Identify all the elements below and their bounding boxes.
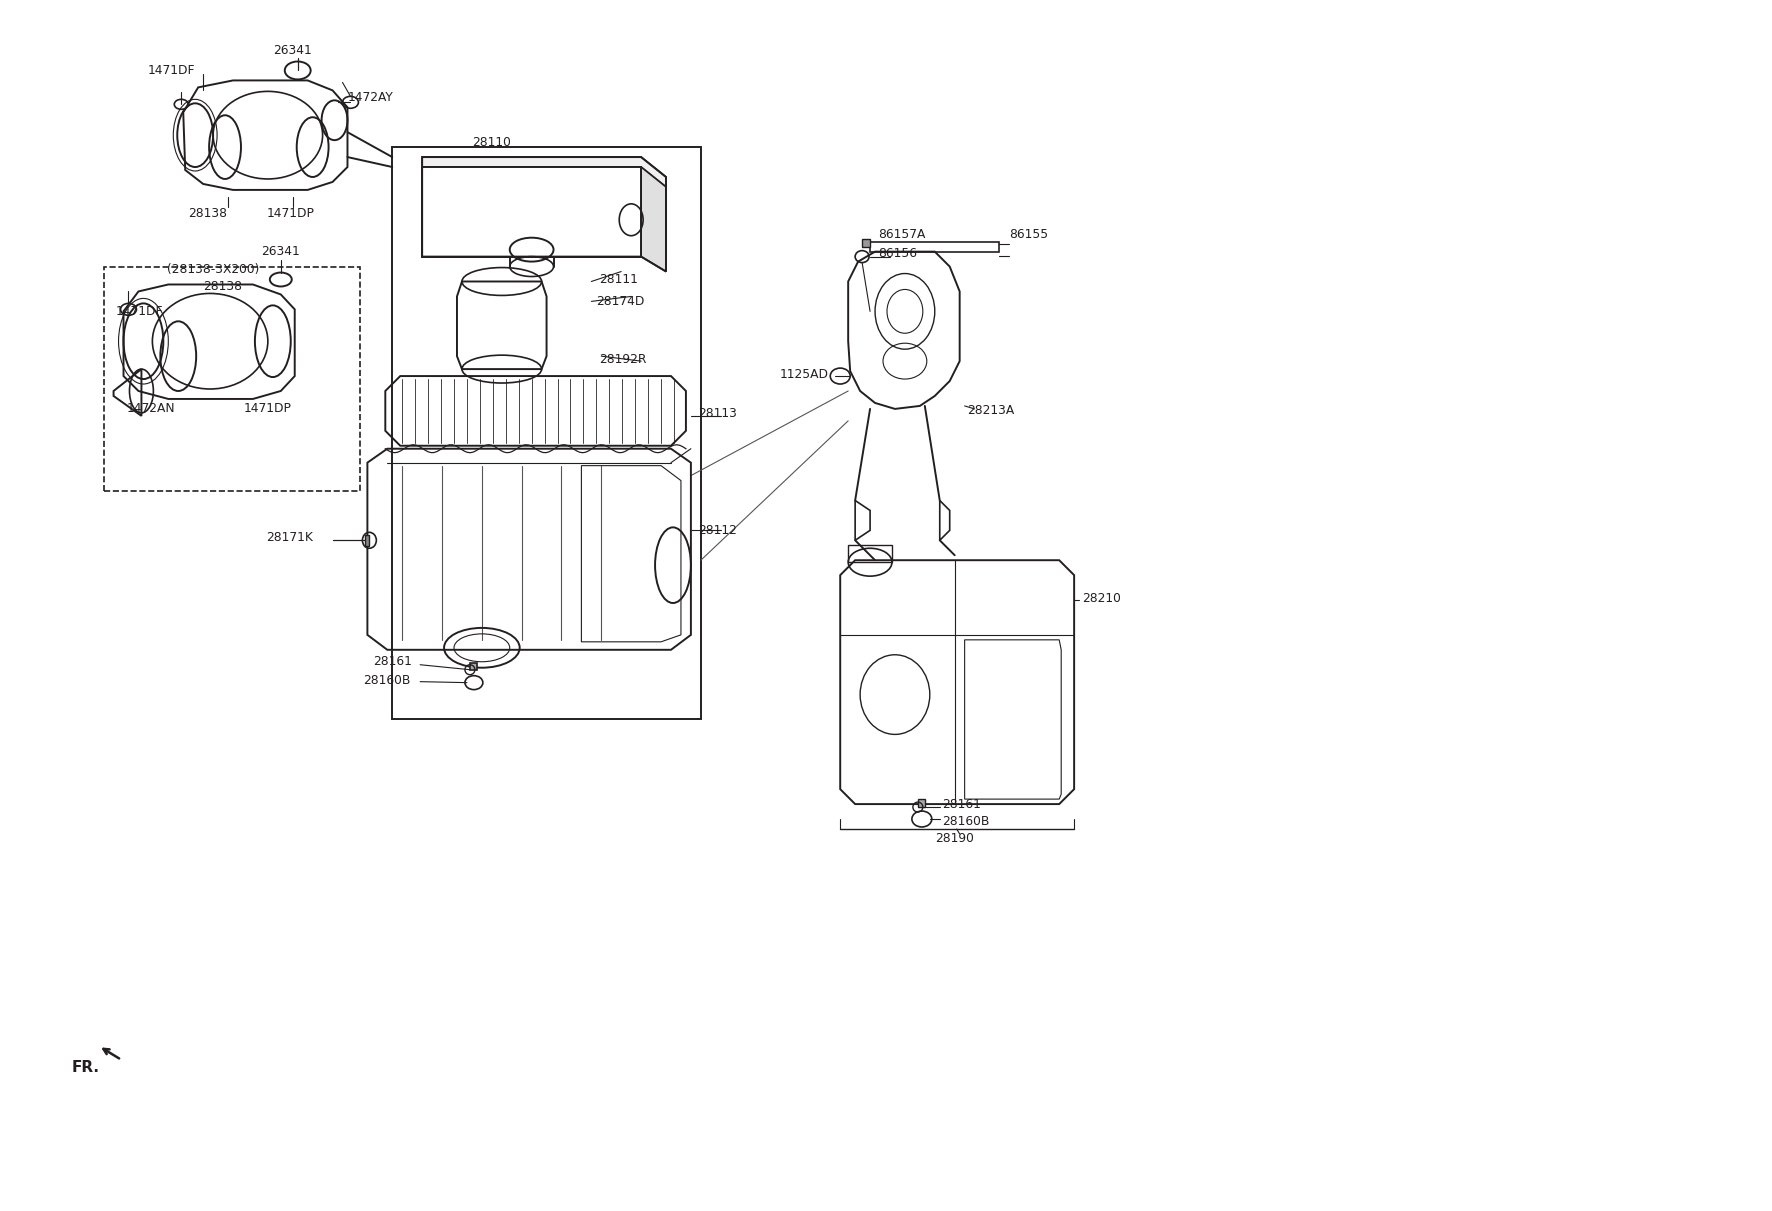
Polygon shape bbox=[918, 799, 925, 807]
Text: 28112: 28112 bbox=[698, 524, 737, 536]
Polygon shape bbox=[641, 167, 666, 271]
Text: 28192R: 28192R bbox=[599, 352, 647, 366]
Text: 86156: 86156 bbox=[879, 247, 918, 260]
Text: 1471DF: 1471DF bbox=[115, 305, 163, 317]
Polygon shape bbox=[365, 535, 369, 546]
Polygon shape bbox=[863, 239, 870, 247]
Polygon shape bbox=[422, 157, 666, 186]
Text: 28171K: 28171K bbox=[266, 530, 312, 544]
Text: 1472AN: 1472AN bbox=[128, 402, 175, 415]
Polygon shape bbox=[470, 662, 477, 670]
Text: FR.: FR. bbox=[71, 1061, 99, 1075]
Text: 26341: 26341 bbox=[262, 245, 299, 258]
Text: 28161: 28161 bbox=[941, 798, 980, 810]
Polygon shape bbox=[939, 500, 950, 540]
Text: 28161: 28161 bbox=[374, 655, 413, 668]
Text: 1125AD: 1125AD bbox=[780, 368, 828, 380]
Text: 28190: 28190 bbox=[936, 832, 975, 845]
Polygon shape bbox=[856, 500, 870, 540]
Text: 28113: 28113 bbox=[698, 407, 737, 420]
Text: 1471DP: 1471DP bbox=[268, 207, 315, 220]
Text: 1472AY: 1472AY bbox=[347, 91, 393, 104]
Text: 28160B: 28160B bbox=[363, 675, 409, 687]
Text: 28110: 28110 bbox=[473, 136, 512, 149]
Text: 26341: 26341 bbox=[273, 44, 312, 57]
Text: 28174D: 28174D bbox=[597, 295, 645, 308]
Text: 28210: 28210 bbox=[1083, 591, 1122, 604]
Text: 28111: 28111 bbox=[599, 272, 638, 286]
Text: 86157A: 86157A bbox=[879, 228, 925, 241]
Text: 28138: 28138 bbox=[204, 280, 243, 293]
Text: 1471DP: 1471DP bbox=[245, 402, 292, 415]
Text: (28138-3X200): (28138-3X200) bbox=[167, 263, 259, 276]
Text: 28138: 28138 bbox=[188, 207, 227, 220]
Polygon shape bbox=[422, 167, 641, 257]
Text: 86155: 86155 bbox=[1010, 228, 1049, 241]
Text: 28213A: 28213A bbox=[968, 404, 1015, 418]
Text: 1471DF: 1471DF bbox=[147, 64, 195, 78]
Bar bbox=[103, 266, 360, 490]
Bar bbox=[392, 147, 702, 719]
Text: 28160B: 28160B bbox=[941, 815, 989, 827]
